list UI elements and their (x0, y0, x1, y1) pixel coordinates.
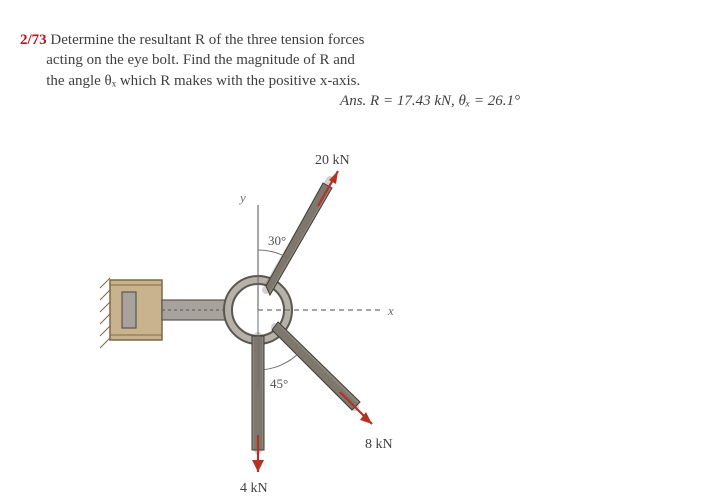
force-down-label: 4 kN (240, 481, 268, 496)
problem-line3: the angle θₓ which R makes with the posi… (46, 73, 360, 89)
force-down-arrowhead (252, 460, 264, 472)
wall-hatching (100, 278, 110, 348)
bolt-shank (162, 300, 232, 320)
answer-prefix: Ans. (340, 93, 366, 109)
x-axis-label: x (387, 303, 394, 318)
force-top-label: 20 kN (315, 153, 350, 168)
cable-right (272, 322, 360, 410)
angle-label-45: 45° (270, 376, 288, 391)
eye-bolt-diagram: x y 20 kN 30° 8 kN 45° 4 kN (80, 150, 500, 500)
force-right-label: 8 kN (365, 437, 393, 452)
bolt-nut (122, 292, 136, 328)
answer-line: Ans. R = 17.43 kN, θₓ = 26.1° (20, 91, 580, 111)
answer-body: R = 17.43 kN, θₓ = 26.1° (370, 93, 520, 109)
y-axis-label: y (238, 190, 246, 205)
problem-number: 2/73 (20, 32, 47, 48)
problem-line1: Determine the resultant R of the three t… (50, 32, 364, 48)
problem-statement: 2/73 Determine the resultant R of the th… (20, 30, 580, 111)
problem-line2: acting on the eye bolt. Find the magnitu… (46, 52, 355, 68)
angle-label-30: 30° (268, 233, 286, 248)
